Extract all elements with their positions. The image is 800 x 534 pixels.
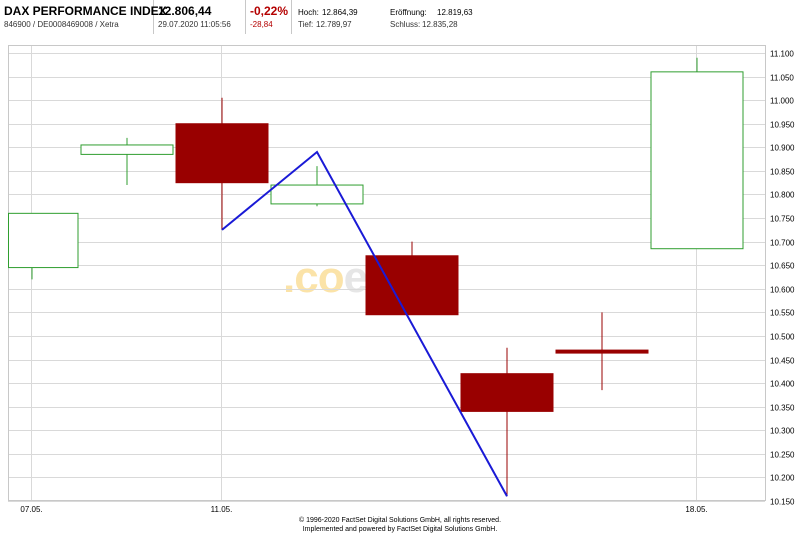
x-tick-label: 07.05. <box>20 505 42 514</box>
low-label: Tief: <box>298 20 314 29</box>
candles <box>8 57 744 497</box>
copyright-footer: © 1996-2020 FactSet Digital Solutions Gm… <box>0 516 800 534</box>
close-value: 12.835,28 <box>422 20 458 29</box>
instrument-ids: 846900 / DE0008469008 / Xetra <box>4 20 119 29</box>
candle-body-up <box>8 212 79 269</box>
y-tick-label: 10.800 <box>770 191 795 200</box>
close-label: Schluss: <box>390 20 421 29</box>
candle-body-down <box>460 373 554 412</box>
last-price: 12.806,44 <box>158 4 212 18</box>
stats-cell: Hoch: 12.864,39 Eröffnung: 12.819,63 Tie… <box>292 0 592 34</box>
quote-header: DAX PERFORMANCE INDEX 846900 / DE0008469… <box>0 0 800 34</box>
x-axis: 07.05. 11.05. 18.05. <box>20 505 707 514</box>
y-tick-label: 10.650 <box>770 262 795 271</box>
y-tick-label: 11.000 <box>770 97 794 106</box>
candle-body-up <box>650 71 744 250</box>
candle-body-down <box>365 255 459 316</box>
plot-frame <box>8 45 766 501</box>
copyright-line: © 1996-2020 FactSet Digital Solutions Gm… <box>298 517 502 524</box>
y-tick-label: 10.700 <box>770 239 795 248</box>
y-tick-label: 10.150 <box>770 498 795 507</box>
candle-body-up <box>80 144 174 155</box>
y-tick-label: 10.600 <box>770 286 795 295</box>
low-value: 12.789,97 <box>316 20 352 29</box>
y-tick-label: 10.500 <box>770 333 795 342</box>
overlay-line <box>221 150 508 497</box>
y-tick-label: 10.850 <box>770 168 795 177</box>
quote-timestamp: 29.07.2020 11:05:56 <box>158 20 231 29</box>
y-tick-label: 10.300 <box>770 427 795 436</box>
price-cell: 12.806,44 29.07.2020 11:05:56 <box>154 0 246 34</box>
x-tick-label: 18.05. <box>685 505 707 514</box>
y-tick-label: 10.750 <box>770 215 795 224</box>
open-label: Eröffnung: <box>390 8 427 17</box>
chart-frame <box>8 45 766 501</box>
y-tick-label: 10.400 <box>770 380 795 389</box>
high-label: Hoch: <box>298 8 319 17</box>
overlay-line-group <box>221 150 508 497</box>
candle-body-up <box>270 184 364 205</box>
candle-body-down <box>175 123 269 184</box>
open-value: 12.819,63 <box>437 8 473 17</box>
instrument-cell: DAX PERFORMANCE INDEX 846900 / DE0008469… <box>0 0 167 34</box>
change-cell: -0,22% -28,84 <box>246 0 292 34</box>
y-tick-label: 10.450 <box>770 357 795 366</box>
change-absolute: -28,84 <box>250 20 273 29</box>
high-value: 12.864,39 <box>322 8 358 17</box>
instrument-name: DAX PERFORMANCE INDEX <box>4 4 167 18</box>
change-percent: -0,22% <box>250 4 289 18</box>
y-tick-label: 10.900 <box>770 144 795 153</box>
y-tick-label: 11.050 <box>770 74 794 83</box>
x-tick-label: 11.05. <box>211 505 233 514</box>
watermark-prefix: .co <box>283 253 345 302</box>
y-tick-label: 10.250 <box>770 451 795 460</box>
y-tick-label: 10.200 <box>770 474 795 483</box>
y-tick-label: 11.100 <box>770 50 794 59</box>
powered-by-line: Implemented and powered by FactSet Digit… <box>302 526 498 533</box>
y-tick-label: 10.950 <box>770 121 795 130</box>
y-tick-label: 10.550 <box>770 309 795 318</box>
y-axis: 11.100 11.050 11.000 10.950 10.900 10.850 10.8… <box>770 50 795 507</box>
candle-body-down <box>555 349 649 354</box>
y-tick-label: 10.350 <box>770 404 795 413</box>
